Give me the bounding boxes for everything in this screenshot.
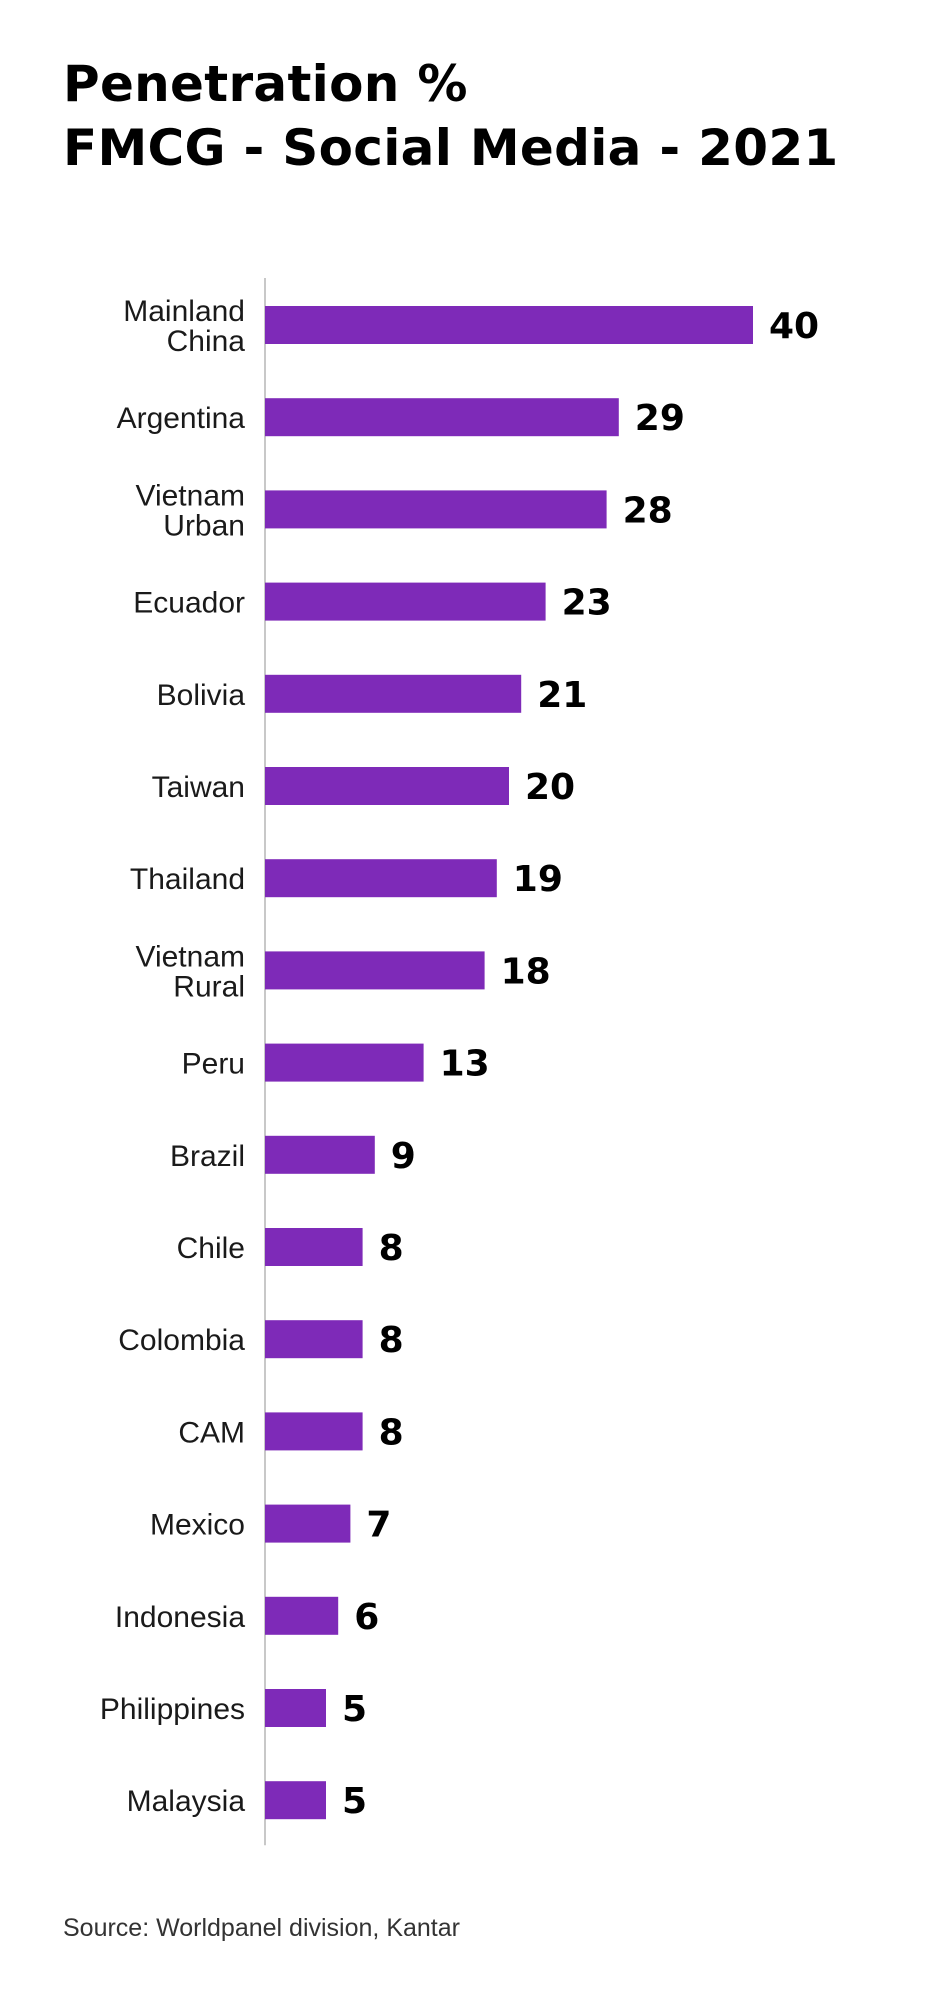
bar	[265, 582, 546, 621]
category-label: Chile	[177, 1232, 245, 1265]
bar	[265, 1781, 326, 1820]
category-label: Taiwan	[152, 771, 245, 804]
bar	[265, 674, 522, 713]
category-label: Mainland China	[123, 295, 245, 358]
bar	[265, 1320, 363, 1359]
bar-value-label: 13	[440, 1044, 490, 1085]
bar	[265, 951, 485, 990]
bar-chart: 40 Mainland China 29 Argentina 28 Vietnam Urban…	[100, 278, 819, 1846]
category-label: Vietnam Rural	[135, 940, 245, 1003]
chart-title: Penetration % FMCG - Social Media - 2021	[63, 52, 839, 180]
category-label: Colombia	[118, 1324, 245, 1357]
bar	[265, 1596, 339, 1635]
category-label: Ecuador	[133, 587, 245, 620]
category-label: Indonesia	[115, 1601, 245, 1634]
bar	[265, 1135, 375, 1174]
bar	[265, 1043, 424, 1082]
bar-value-label: 23	[562, 583, 612, 624]
bar-value-label: 20	[525, 767, 575, 808]
chart-title-line-2: FMCG - Social Media - 2021	[63, 119, 839, 177]
category-label: CAM	[178, 1416, 245, 1449]
bar-value-label: 5	[342, 1781, 367, 1822]
bar	[265, 1689, 326, 1727]
bar-value-label: 18	[501, 951, 551, 992]
category-label: Peru	[182, 1048, 245, 1081]
bar	[265, 490, 607, 529]
category-label: Vietnam Urban	[135, 479, 245, 542]
category-label: Bolivia	[157, 679, 246, 712]
category-label: Mexico	[150, 1509, 245, 1542]
bar	[265, 767, 509, 805]
bar	[265, 306, 753, 344]
bar	[265, 1228, 363, 1266]
bar	[265, 1504, 351, 1543]
category-label: Thailand	[130, 863, 245, 896]
category-label: Philippines	[100, 1693, 245, 1726]
bar-value-label: 8	[379, 1228, 404, 1269]
bar-value-label: 28	[623, 490, 673, 531]
bar	[265, 1412, 363, 1451]
bar-value-label: 6	[354, 1597, 379, 1638]
bar	[265, 859, 497, 898]
bar-value-label: 5	[342, 1689, 367, 1730]
category-label: Argentina	[117, 402, 246, 435]
source-note: Source: Worldpanel division, Kantar	[63, 1914, 460, 1942]
bar	[265, 398, 619, 437]
bar-value-label: 40	[769, 306, 819, 347]
chart-title-line-1: Penetration %	[63, 55, 468, 113]
bar-value-label: 21	[537, 675, 587, 716]
category-label: Brazil	[170, 1140, 245, 1173]
bar-value-label: 19	[513, 859, 563, 900]
bar-value-label: 29	[635, 398, 685, 439]
bar-value-label: 7	[366, 1505, 391, 1546]
bar-value-label: 8	[379, 1412, 404, 1453]
bar-value-label: 9	[391, 1136, 416, 1177]
bar-value-label: 8	[379, 1320, 404, 1361]
category-label: Malaysia	[127, 1785, 246, 1818]
